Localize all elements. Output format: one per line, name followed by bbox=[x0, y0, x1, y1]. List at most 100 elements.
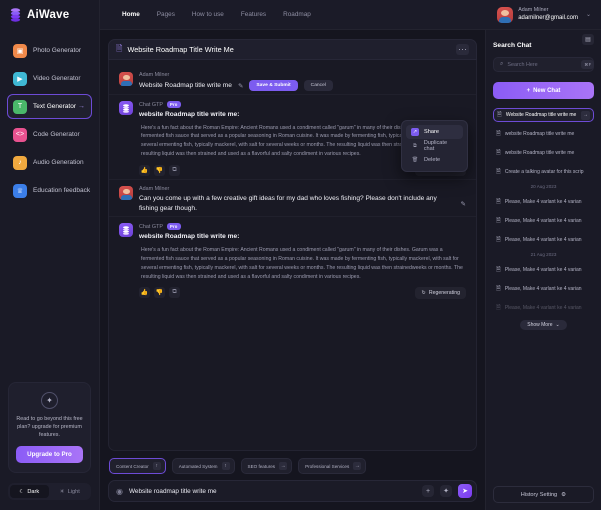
document-icon: 🗎 bbox=[496, 199, 501, 205]
open-chat-icon[interactable]: → bbox=[581, 110, 590, 120]
message-heading: website Roadmap title write me: bbox=[139, 233, 240, 241]
avatar bbox=[119, 186, 133, 201]
copy-icon[interactable]: ⧉ bbox=[169, 287, 180, 299]
theme-dark-button[interactable]: ☾ Dark bbox=[10, 485, 49, 498]
topnav-link-home[interactable]: Home bbox=[122, 11, 140, 18]
list-item[interactable]: 🗎 Please, Make 4 varlant ke 4 varian bbox=[493, 214, 594, 228]
show-more-button[interactable]: Show More ⌄ bbox=[520, 320, 567, 330]
sidebar-item-education-feedback[interactable]: ♕ Education feedback bbox=[7, 178, 92, 203]
search-icon: ⌕ bbox=[500, 61, 504, 67]
save-and-submit-button[interactable]: Save & Submit bbox=[249, 80, 298, 91]
collapse-panel-icon[interactable]: ▤ bbox=[582, 34, 594, 45]
send-button[interactable]: ➤ bbox=[458, 484, 472, 498]
status-badge: Pro bbox=[166, 223, 181, 231]
message-author: Chat GTP Pro bbox=[139, 101, 466, 108]
user-info: Adam Milner adamilner@gmail.com bbox=[518, 6, 578, 23]
date-divider: 21 Aug 2023 bbox=[530, 252, 557, 257]
plus-icon: + bbox=[526, 87, 531, 94]
brand[interactable]: AiWave bbox=[0, 0, 99, 30]
share-icon: ↗ bbox=[411, 128, 419, 136]
photo-icon: ▣ bbox=[13, 43, 27, 58]
topnav-link-roadmap[interactable]: Roadmap bbox=[283, 11, 311, 18]
menu-item-duplicate-chat[interactable]: ⧉ Duplicate chat bbox=[406, 139, 463, 153]
sidebar-item-photo-generator[interactable]: ▣ Photo Generator bbox=[7, 38, 92, 63]
chevron-down-icon[interactable]: ⌄ bbox=[585, 12, 591, 18]
chip-label: Professional Services bbox=[305, 463, 350, 469]
like-icon[interactable]: 👍 bbox=[139, 164, 150, 176]
edit-icon[interactable]: ✎ bbox=[237, 82, 244, 90]
arrow-icon: ↑ bbox=[152, 462, 161, 470]
chip-seo-features[interactable]: SEO features → bbox=[240, 458, 293, 474]
theme-light-button[interactable]: ☀ Light bbox=[51, 485, 90, 498]
list-item-label: website Roadmap title write me bbox=[504, 131, 575, 137]
list-item[interactable]: 🗎 Please, Make 4 varlant ke 4 varian bbox=[493, 263, 594, 277]
regenerate-button[interactable]: ↻ Regenerating bbox=[415, 286, 466, 299]
chat-body: ↗ Share ⧉ Duplicate chat 🗑 Delete bbox=[108, 60, 477, 451]
list-item[interactable]: 🗎 Create a talking avatar for this scrip bbox=[493, 165, 594, 179]
bot-avatar bbox=[119, 223, 133, 238]
cancel-button[interactable]: Cancel bbox=[303, 80, 333, 91]
duplicate-icon: ⧉ bbox=[413, 143, 417, 149]
show-more-label: Show More bbox=[527, 322, 553, 328]
more-options-icon[interactable] bbox=[456, 44, 469, 55]
history-setting-button[interactable]: History Setting ⚙ bbox=[493, 486, 594, 503]
list-item-label: Website Roadmap title write me bbox=[505, 112, 577, 118]
wave-logo-icon bbox=[123, 226, 129, 235]
sidebar-item-text-generator[interactable]: T Text Generator → bbox=[7, 94, 92, 119]
menu-item-delete[interactable]: 🗑 Delete bbox=[406, 153, 463, 167]
message-body: Here's a fun fact about the Roman Empire… bbox=[141, 124, 463, 158]
user-menu[interactable]: Adam Milner adamilner@gmail.com ⌄ bbox=[497, 6, 591, 23]
copy-icon[interactable]: ⧉ bbox=[169, 164, 180, 176]
upgrade-to-pro-button[interactable]: Upgrade to Pro bbox=[16, 446, 83, 463]
sidebar-item-label: Video Generator bbox=[33, 75, 81, 82]
list-item[interactable]: 🗎 Website Roadmap title write me → bbox=[493, 108, 594, 122]
sidebar-item-video-generator[interactable]: ▶ Video Generator bbox=[7, 66, 92, 91]
menu-item-share[interactable]: ↗ Share bbox=[406, 125, 463, 139]
list-item[interactable]: 🗎 Please, Make 4 varlant ke 4 varian bbox=[493, 301, 594, 315]
dislike-icon[interactable]: 👎 bbox=[154, 164, 165, 176]
search-chat-box: ⌕ ⌘F bbox=[493, 57, 595, 72]
sidebar-item-audio-generation[interactable]: ♪ Audio Generation bbox=[7, 150, 92, 175]
edit-icon[interactable]: ✎ bbox=[460, 200, 466, 208]
list-item[interactable]: 🗎 Please, Make 4 varlant ke 4 varian bbox=[493, 282, 594, 296]
chat-panel: 🗎 Website Roadmap Title Write Me ↗ Share… bbox=[108, 39, 477, 502]
theme-toggle: ☾ Dark ☀ Light bbox=[8, 483, 91, 500]
list-item[interactable]: 🗎 Please, Make 4 varlant ke 4 varian bbox=[493, 195, 594, 209]
sun-icon: ☀ bbox=[59, 488, 65, 495]
message-bot: Chat GTP Pro website Roadmap title write… bbox=[109, 216, 476, 301]
theme-light-label: Light bbox=[67, 488, 80, 495]
sparkle-icon: ✦ bbox=[41, 391, 58, 409]
refresh-icon: ↻ bbox=[421, 289, 426, 296]
sidebar-nav: ▣ Photo Generator ▶ Video Generator T Te… bbox=[0, 30, 99, 203]
arrow-icon: ↑ bbox=[221, 462, 230, 470]
video-icon: ▶ bbox=[13, 71, 27, 86]
right-panel-header: Search Chat ▤ bbox=[493, 34, 594, 49]
list-item[interactable]: 🗎 website Roadmap title write me bbox=[493, 146, 594, 160]
message-author: Chat GTP Pro bbox=[139, 223, 466, 231]
list-item-label: Please, Make 4 varlant ke 4 varian bbox=[504, 305, 582, 311]
list-item[interactable]: 🗎 website Roadmap title write me bbox=[493, 127, 594, 141]
like-icon[interactable]: 👍 bbox=[139, 287, 150, 299]
topnav-link-features[interactable]: Features bbox=[240, 11, 267, 18]
message-input[interactable] bbox=[128, 487, 416, 495]
list-item[interactable]: 🗎 Please, Make 4 varlant ke 4 varian bbox=[493, 233, 594, 247]
topnav-link-how-to-use[interactable]: How to use bbox=[191, 11, 224, 18]
chip-content-creator[interactable]: Content Creator ↑ bbox=[109, 458, 166, 474]
search-input[interactable] bbox=[507, 61, 578, 68]
chip-automated-system[interactable]: Automated System ↑ bbox=[171, 458, 235, 474]
mic-icon[interactable]: ✦ bbox=[440, 485, 452, 497]
workspace: 🗎 Website Roadmap Title Write Me ↗ Share… bbox=[100, 30, 601, 510]
sidebar-item-label: Education feedback bbox=[33, 187, 91, 194]
document-icon: 🗎 bbox=[496, 169, 501, 175]
chip-professional-services[interactable]: Professional Services → bbox=[298, 458, 367, 474]
topnav-link-pages[interactable]: Pages bbox=[156, 11, 175, 18]
regenerate-label: Regenerating bbox=[428, 289, 460, 296]
dislike-icon[interactable]: 👎 bbox=[154, 287, 165, 299]
attach-button[interactable]: + bbox=[422, 485, 434, 497]
sidebar-item-code-generator[interactable]: <> Code Generator bbox=[7, 122, 92, 147]
message-heading: website Roadmap title write me: bbox=[139, 111, 240, 118]
new-chat-button[interactable]: + New Chat bbox=[493, 82, 594, 99]
chip-label: Automated System bbox=[178, 463, 218, 469]
upgrade-promo-card: ✦ Read to go beyond this free plan? upgr… bbox=[8, 381, 91, 473]
text-icon: T bbox=[13, 99, 27, 114]
